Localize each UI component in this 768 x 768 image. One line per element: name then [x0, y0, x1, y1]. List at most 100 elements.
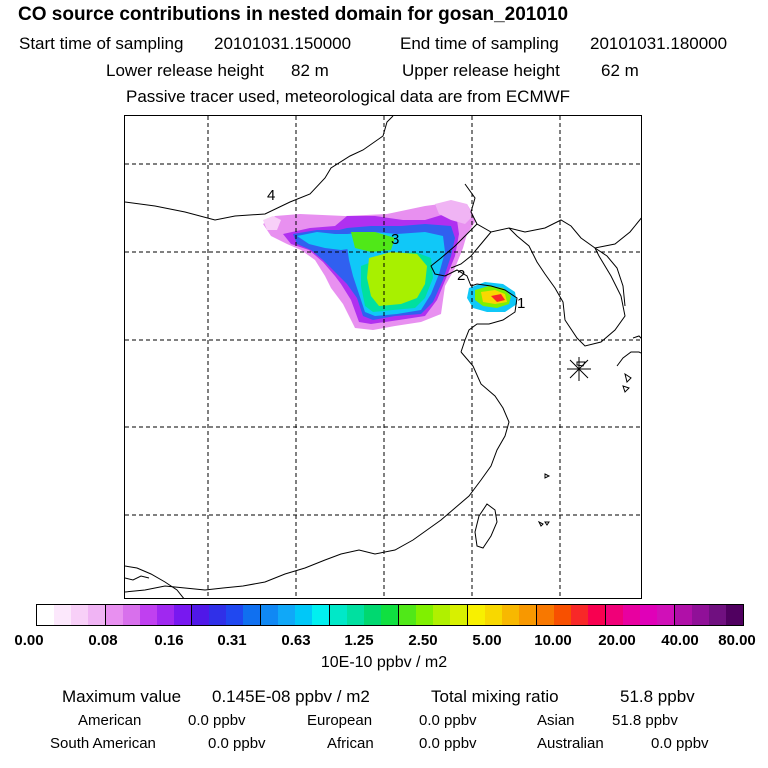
plume-pink-fringe	[263, 216, 281, 230]
border-mongolia	[125, 116, 394, 221]
colorbar-swatch	[433, 605, 450, 625]
colorbar-tick: 40.00	[661, 632, 699, 649]
end-time-label: End time of sampling	[400, 34, 559, 53]
region-label: South American	[50, 735, 156, 752]
region-value: 0.0 ppbv	[188, 712, 246, 729]
region-label: American	[78, 712, 142, 729]
colorbar-swatch	[261, 605, 278, 625]
colorbar-swatch	[54, 605, 71, 625]
colorbar-swatch	[726, 605, 743, 625]
colorbar-tick: 2.50	[408, 632, 438, 649]
colorbar-swatch	[71, 605, 88, 625]
colorbar-swatch	[692, 605, 709, 625]
region-label: African	[327, 735, 374, 752]
coast-liaodong	[450, 231, 492, 269]
region-label: European	[307, 712, 373, 729]
colorbar-units: 10E-10 ppbv / m2	[320, 654, 448, 671]
colorbar-tick: 0.63	[281, 632, 311, 649]
colorbar	[36, 604, 744, 626]
colorbar-swatch	[468, 605, 485, 625]
colorbar-swatch	[295, 605, 312, 625]
colorbar-swatch	[502, 605, 519, 625]
colorbar-swatch	[657, 605, 675, 625]
colorbar-swatch	[209, 605, 226, 625]
colorbar-tick: 1.25	[344, 632, 374, 649]
coast-korea-west	[508, 227, 626, 347]
colorbar-swatch	[588, 605, 606, 625]
graticule	[125, 116, 641, 598]
coast-south-edge	[125, 575, 150, 581]
colorbar-swatch	[416, 605, 433, 625]
colorbar-swatch	[174, 605, 192, 625]
colorbar-swatch	[243, 605, 261, 625]
coast-japan-kyushu	[616, 351, 641, 367]
region-value: 0.0 ppbv	[651, 735, 709, 752]
colorbar-swatch	[312, 605, 330, 625]
max-value-label: Maximum value	[62, 687, 182, 706]
coastlines	[125, 116, 641, 598]
region-value: 51.8 ppbv	[612, 712, 678, 729]
region-value: 0.0 ppbv	[208, 735, 266, 752]
colorbar-swatch	[226, 605, 243, 625]
colorbar-tick: 0.16	[154, 632, 184, 649]
colorbar-swatch	[554, 605, 571, 625]
colorbar-swatch	[640, 605, 657, 625]
plume-cyan	[297, 232, 357, 250]
colorbar-tick: 0.08	[88, 632, 118, 649]
colorbar-swatch	[381, 605, 399, 625]
star-receptor-icon	[567, 357, 591, 381]
start-time-value: 20101031.150000	[214, 34, 352, 53]
marker-1: 1	[517, 295, 525, 312]
region-value: 0.0 ppbv	[419, 735, 477, 752]
plume-yellow-green	[367, 252, 427, 306]
colorbar-swatch	[140, 605, 157, 625]
marker-2: 2	[457, 267, 465, 284]
islands-small	[537, 473, 551, 527]
start-time-label: Start time of sampling	[19, 34, 184, 53]
plume-pink-top	[435, 200, 473, 224]
colorbar-tick: 10.00	[534, 632, 572, 649]
colorbar-swatch	[623, 605, 640, 625]
island-jeju	[576, 361, 586, 367]
colorbar-tick: 20.00	[598, 632, 636, 649]
colorbar-swatch	[675, 605, 692, 625]
colorbar-swatch	[106, 605, 123, 625]
coast-shandong	[460, 283, 518, 353]
plume-field	[263, 200, 517, 330]
lower-release-value: 82 m	[291, 61, 329, 80]
max-value: 0.145E-08 ppbv / m2	[212, 687, 370, 706]
lower-release-label: Lower release height	[106, 61, 264, 80]
colorbar-swatch	[399, 605, 416, 625]
colorbar-swatch	[37, 605, 54, 625]
upper-release-value: 62 m	[601, 61, 639, 80]
coast-bohai	[430, 223, 478, 287]
region-label: Asian	[537, 712, 575, 729]
border-northeast	[464, 183, 641, 249]
end-time-value: 20101031.180000	[590, 34, 728, 53]
colorbar-swatch	[450, 605, 468, 625]
colorbar-swatch	[192, 605, 209, 625]
coast-hainan-area	[125, 565, 185, 598]
total-mixing-value: 51.8 ppbv	[620, 687, 695, 706]
colorbar-tick: 0.00	[14, 632, 44, 649]
upper-release-label: Upper release height	[402, 61, 560, 80]
colorbar-swatch	[278, 605, 295, 625]
region-value: 0.0 ppbv	[419, 712, 477, 729]
colorbar-tick: 80.00	[718, 632, 756, 649]
colorbar-swatch	[537, 605, 554, 625]
tracer-note: Passive tracer used, meteorological data…	[126, 87, 571, 106]
coast-japan-islands	[622, 335, 641, 393]
colorbar-swatch	[347, 605, 364, 625]
coast-korea-east	[594, 247, 626, 307]
marker-3: 3	[391, 231, 399, 248]
colorbar-swatch	[485, 605, 502, 625]
colorbar-swatch	[157, 605, 174, 625]
colorbar-tick: 5.00	[472, 632, 502, 649]
island-taiwan	[474, 503, 498, 549]
region-label: Australian	[537, 735, 604, 752]
colorbar-swatch	[88, 605, 106, 625]
colorbar-swatch	[571, 605, 588, 625]
colorbar-swatch	[606, 605, 623, 625]
hotspot-red	[491, 294, 505, 302]
map-svg: 1 2 3 4	[125, 116, 641, 598]
